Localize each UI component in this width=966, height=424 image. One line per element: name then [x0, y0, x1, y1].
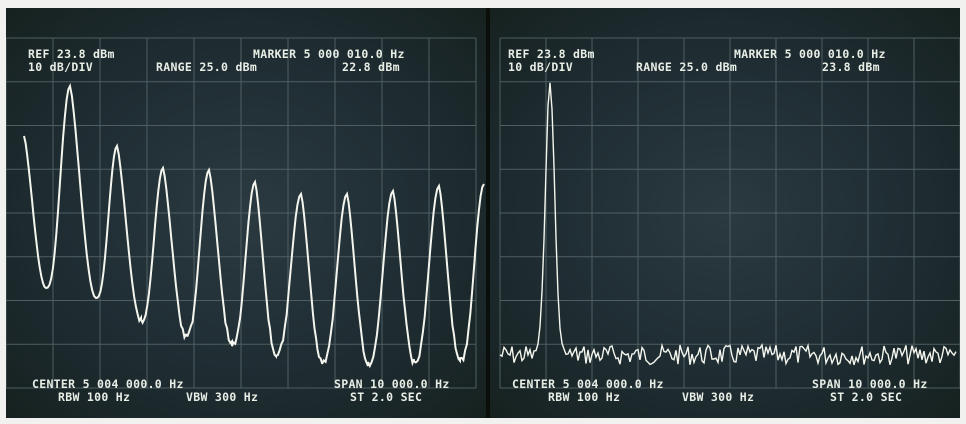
scale-label: 10 dB/DIV: [28, 61, 93, 74]
sweep-time-label: ST 2.0 SEC: [830, 391, 902, 404]
spectrum-screen-right: REF 23.8 dBm 10 dB/DIV RANGE 25.0 dBm MA…: [490, 8, 960, 418]
range-label: RANGE 25.0 dBm: [636, 61, 737, 74]
graticule-right: [500, 38, 960, 388]
sweep-time-label: ST 2.0 SEC: [350, 391, 422, 404]
vbw-label: VBW 300 Hz: [682, 391, 754, 404]
rbw-label: RBW 100 Hz: [548, 391, 620, 404]
marker-level-label: 23.8 dBm: [822, 61, 880, 74]
scale-label: 10 dB/DIV: [508, 61, 573, 74]
graticule-left: [6, 38, 476, 388]
rbw-label: RBW 100 Hz: [58, 391, 130, 404]
marker-level-label: 22.8 dBm: [342, 61, 400, 74]
range-label: RANGE 25.0 dBm: [156, 61, 257, 74]
analyzer-display-frame: REF 23.8 dBm 10 dB/DIV RANGE 25.0 dBm MA…: [6, 8, 960, 418]
vbw-label: VBW 300 Hz: [186, 391, 258, 404]
spectrum-trace-left: [24, 86, 484, 366]
spectrum-screen-left: REF 23.8 dBm 10 dB/DIV RANGE 25.0 dBm MA…: [6, 8, 486, 418]
